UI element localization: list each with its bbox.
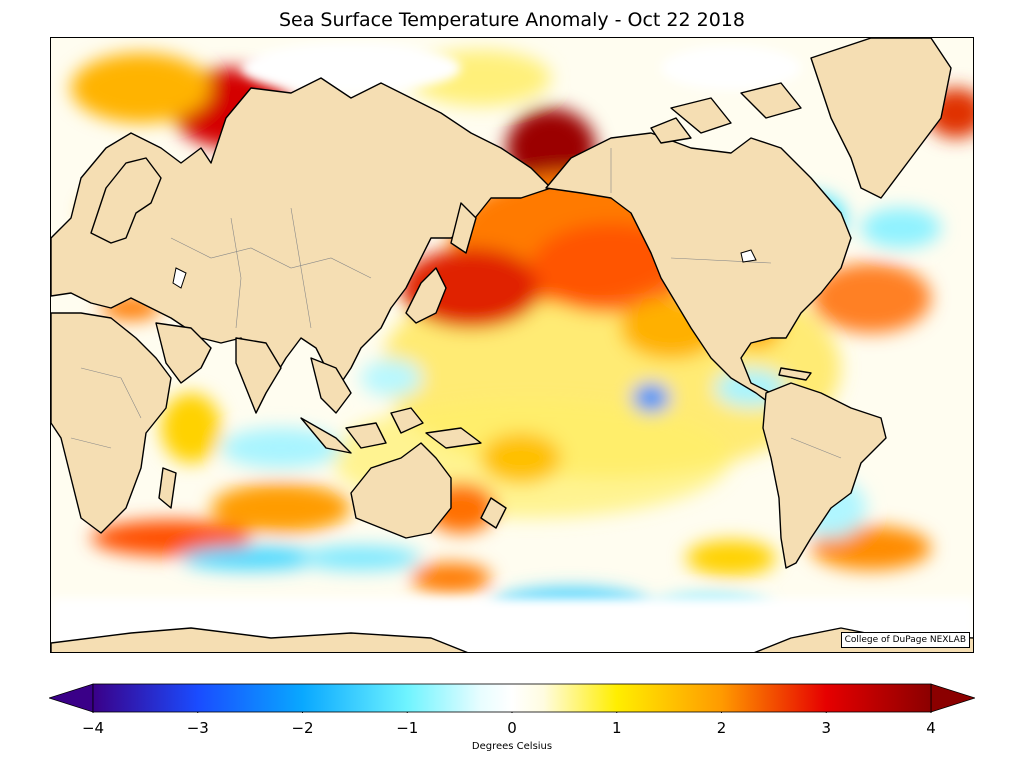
colorbar — [49, 683, 975, 713]
colorbar-tick-label: 1 — [611, 719, 622, 737]
lakes — [172, 249, 757, 289]
north-america-landmass — [545, 132, 852, 409]
country-borders — [70, 148, 842, 459]
south-america-landmass — [762, 382, 887, 569]
colorbar-ticks — [92, 712, 932, 713]
colorbar-tick-label: −1 — [396, 719, 419, 737]
arabia-india-landmass — [155, 322, 212, 384]
colorbar-tick-label: −2 — [291, 719, 314, 737]
colorbar-tick-label: 0 — [507, 719, 517, 737]
colorbar-tick-label: 3 — [821, 719, 832, 737]
australia-landmass — [350, 442, 452, 539]
map-title: Sea Surface Temperature Anomaly - Oct 22… — [279, 9, 745, 31]
sst-anomaly-map: College of DuPage NEXLAB — [50, 37, 974, 653]
scandinavia-landmass — [90, 157, 162, 244]
antarctica-landmass — [51, 627, 468, 652]
colorbar-right-arrow — [930, 683, 975, 713]
colorbar-body — [92, 683, 932, 713]
colorbar-tick-label: −3 — [186, 719, 209, 737]
greenland-landmass — [810, 38, 952, 199]
credit-label: College of DuPage NEXLAB — [840, 632, 970, 648]
colorbar-unit-label: Degrees Celsius — [471, 741, 553, 752]
eurasia-landmass — [51, 77, 552, 384]
colorbar-left-arrow — [49, 683, 94, 713]
colorbar-tick-label: −4 — [81, 719, 105, 737]
anomaly-field — [51, 38, 973, 652]
japan-landmass — [405, 267, 447, 324]
colorbar-tick-label: 2 — [716, 719, 727, 737]
colorbar-tick-label: 4 — [926, 719, 936, 737]
map-canvas — [51, 38, 973, 652]
